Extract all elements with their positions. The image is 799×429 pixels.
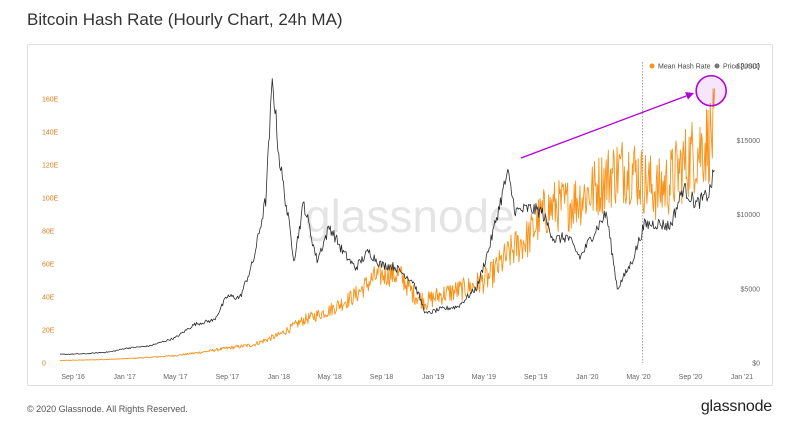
left-tick-label: 20E: [42, 328, 55, 335]
right-tick-label: $15000: [737, 138, 760, 145]
x-tick-label: Jan '18: [268, 374, 290, 381]
left-axis-ticks: 0 20E 40E 60E 80E 100E 120E 140E 160E: [42, 97, 59, 368]
legend-entry-price: Price [USD]: [723, 64, 760, 71]
x-tick-label: Sep '17: [216, 374, 240, 381]
legend-swatch-hash-rate: [649, 63, 655, 69]
left-tick-label: 60E: [42, 262, 55, 269]
x-tick-label: May '17: [163, 374, 187, 381]
left-tick-label: 100E: [42, 196, 59, 203]
hash-rate-chart: glassnode 020E40E60E80E100E120E140E160E …: [42, 62, 760, 381]
right-tick-label: $20000: [737, 64, 760, 71]
x-tick-label: Jan '20: [576, 374, 598, 381]
right-tick-label: $0: [752, 361, 760, 368]
series-layer: [59, 78, 715, 362]
x-tick-label: May '19: [472, 374, 496, 381]
annotation-layer: [520, 74, 727, 159]
left-tick-label: 80E: [42, 229, 55, 236]
brand-logo-text: glassnode: [700, 398, 772, 415]
x-tick-label: Sep '20: [679, 374, 703, 381]
series-mean-hash-rate: [59, 88, 715, 362]
right-axis-ticks: $0 $5000 $10000 $15000 $20000: [737, 64, 760, 368]
chart-frame: [27, 44, 773, 386]
left-tick-label: 140E: [42, 130, 59, 137]
x-tick-label: May '18: [317, 374, 341, 381]
x-tick-label: Sep '16: [61, 374, 85, 381]
x-tick-label: Jan '17: [113, 374, 135, 381]
right-tick-label: $10000: [737, 212, 760, 219]
legend: Mean Hash Rate Price [USD]: [649, 63, 760, 71]
x-tick-label: Sep '19: [524, 374, 548, 381]
left-tick-label: 40E: [42, 295, 55, 302]
left-tick-label: 160E: [42, 97, 59, 104]
annotation-circle: [695, 74, 727, 107]
legend-entry-hash-rate: Mean Hash Rate: [658, 64, 711, 71]
x-tick-label: Sep '18: [370, 374, 394, 381]
annotation-arrow: [520, 92, 695, 159]
series-price-usd: [59, 78, 715, 356]
chart-title: Bitcoin Hash Rate (Hourly Chart, 24h MA): [27, 10, 343, 29]
x-tick-label: May '20: [626, 374, 650, 381]
left-tick-label: 0: [42, 361, 46, 368]
legend-swatch-price: [714, 63, 720, 69]
x-tick-label: Jan '19: [422, 374, 444, 381]
copyright-text: © 2020 Glassnode. All Rights Reserved.: [27, 404, 188, 414]
left-tick-label: 120E: [42, 163, 59, 170]
x-axis-ticks: Sep '16 Jan '17 May '17 Sep '17 Jan '18 May '…: [61, 374, 753, 381]
x-tick-label: Jan '21: [731, 374, 753, 381]
chart-watermark: glassnode: [305, 190, 515, 242]
right-tick-label: $5000: [741, 286, 761, 293]
